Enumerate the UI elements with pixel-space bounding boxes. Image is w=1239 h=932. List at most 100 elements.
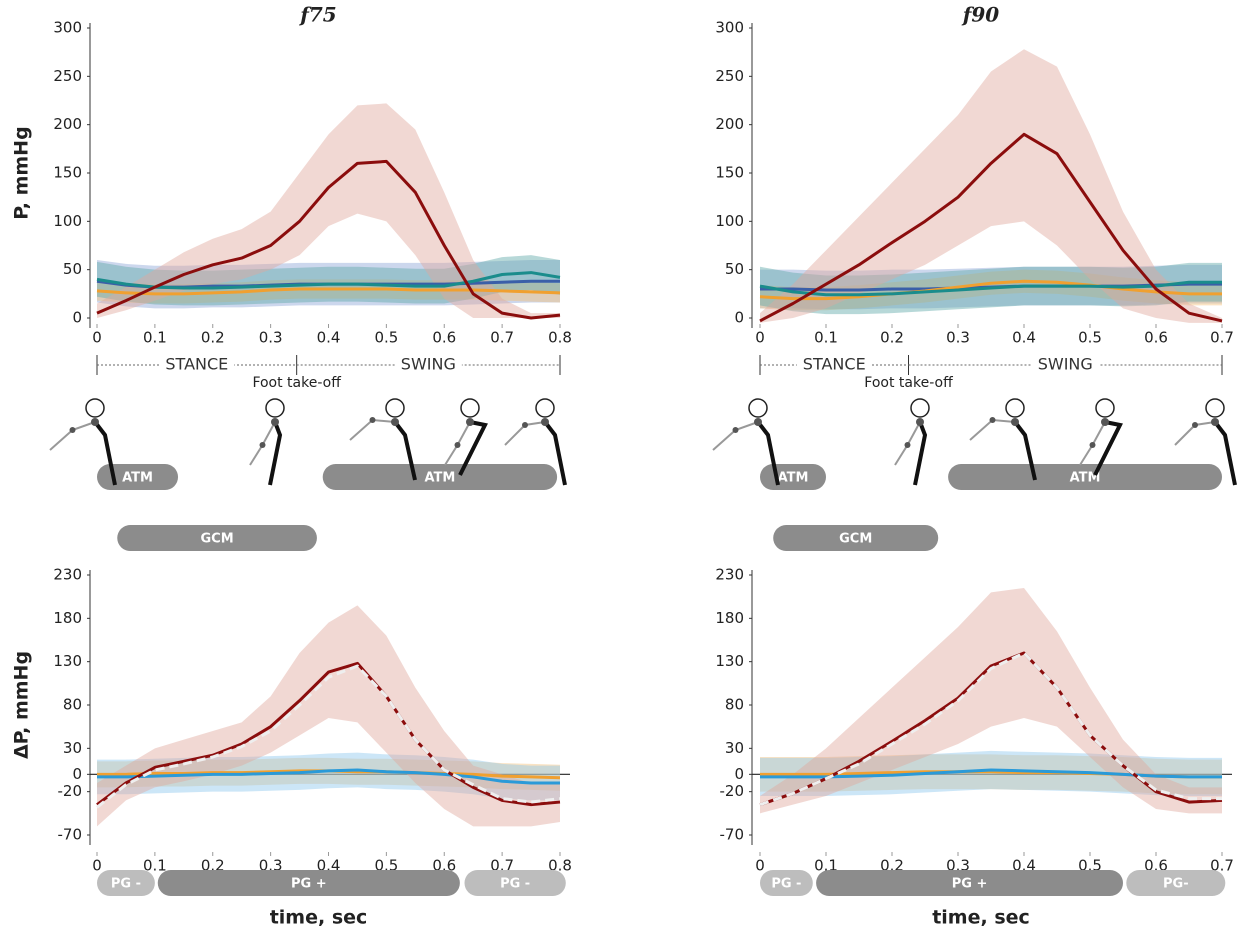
y-tick-label: 130 <box>53 652 82 670</box>
figure-front-leg <box>913 421 928 486</box>
figure-joint <box>466 418 474 426</box>
y-tick-label: 250 <box>53 67 82 85</box>
y-tick-label: 150 <box>715 164 744 182</box>
figure-joint <box>91 418 99 426</box>
phase-bar <box>157 870 460 896</box>
x-tick-label: 0.4 <box>317 329 341 347</box>
series-line <box>759 651 1223 807</box>
x-tick-label: 0.1 <box>814 329 838 347</box>
y-tick-label: 230 <box>715 566 744 584</box>
figure-joint <box>754 418 762 426</box>
y-tick-label: 100 <box>715 212 744 230</box>
figure-head <box>535 398 555 418</box>
x-tick-label: 0 <box>755 857 765 875</box>
chart-title: f90 <box>961 3 1000 27</box>
label-bg <box>394 354 462 374</box>
figure-joint <box>904 442 911 448</box>
figure-joint <box>522 422 528 428</box>
figure-front-leg <box>1213 420 1237 486</box>
stance-label: STANCE <box>803 355 866 374</box>
figure-head <box>85 398 105 418</box>
x-tick-label: 0 <box>755 329 765 347</box>
y-tick-label: 0 <box>734 765 744 783</box>
x-tick-label: 0.2 <box>201 329 225 347</box>
x-tick-label: 0.6 <box>1144 329 1168 347</box>
y-tick-label: 200 <box>715 115 744 133</box>
figure-joint <box>989 417 996 423</box>
y-tick-label: -20 <box>58 782 83 800</box>
stick-figure <box>894 398 930 486</box>
y-tick-label: 80 <box>63 696 82 714</box>
stick-figure <box>444 398 488 476</box>
figure-head <box>385 398 405 418</box>
figure-head <box>748 398 768 418</box>
figure-joint <box>1101 418 1109 426</box>
y-tick-label: 150 <box>53 164 82 182</box>
phase-bar <box>117 525 317 551</box>
x-tick-label: 0 <box>92 329 102 347</box>
figure-front-leg <box>1013 420 1037 481</box>
y-tick-label: -20 <box>720 782 745 800</box>
phase-bar-label: PG + <box>291 877 327 892</box>
stance-label: STANCE <box>165 355 228 374</box>
swing-label: SWING <box>401 355 456 374</box>
y-tick-label: 130 <box>715 652 744 670</box>
stick-figure <box>49 398 117 486</box>
x-tick-label: 0.1 <box>143 857 167 875</box>
figure-joint <box>732 427 739 433</box>
figure-joint <box>69 427 76 433</box>
y-tick-label: 200 <box>53 115 82 133</box>
phase-bar <box>773 525 939 551</box>
band <box>97 752 560 801</box>
figure-back-leg <box>49 421 96 451</box>
x-tick-label: 0.3 <box>259 329 283 347</box>
figure-joint <box>259 442 266 448</box>
x-tick-label: 0.8 <box>548 857 572 875</box>
figure-head <box>910 398 930 418</box>
stick-figure <box>1174 398 1237 486</box>
x-tick-label: 0.8 <box>548 329 572 347</box>
takeoff-label: Foot take-off <box>252 375 341 391</box>
phase-bar <box>760 870 813 896</box>
phase-bar <box>464 870 566 896</box>
phase-bar <box>948 464 1222 490</box>
y-tick-label: 50 <box>725 260 744 278</box>
y-tick-label: 100 <box>53 212 82 230</box>
series-line <box>96 159 561 320</box>
series-line <box>96 664 561 809</box>
figure-joint <box>391 418 399 426</box>
figure-joint <box>271 418 279 426</box>
figure-head <box>460 398 480 418</box>
figure-joint <box>454 442 461 448</box>
figure-head <box>1205 398 1225 418</box>
phase-bar-label: PG - <box>500 877 530 892</box>
phase-bar-label: ATM <box>424 471 455 486</box>
band <box>97 605 560 827</box>
phase-bar-label: PG - <box>771 877 801 892</box>
y-tick-label: 0 <box>734 309 744 327</box>
figure-head <box>265 398 285 418</box>
y-tick-label: 50 <box>63 260 82 278</box>
y-tick-label: 250 <box>715 67 744 85</box>
figure-front-leg <box>268 421 283 486</box>
x-tick-label: 0.7 <box>490 329 514 347</box>
band <box>760 750 1222 796</box>
band <box>760 754 1222 795</box>
phase-bar-label: GCM <box>839 532 872 547</box>
figure-back-leg <box>712 421 759 451</box>
x-tick-label: 0.4 <box>1012 329 1036 347</box>
figure-joint <box>541 418 549 426</box>
stick-figure <box>712 398 780 486</box>
figure-front-leg <box>1093 420 1123 476</box>
y-tick-label: 300 <box>53 19 82 37</box>
figure-joint <box>1089 442 1096 448</box>
series-line <box>96 271 561 290</box>
x-tick-label: 0.7 <box>1210 857 1234 875</box>
figure-head <box>1095 398 1115 418</box>
y-tick-label: -70 <box>58 826 83 844</box>
figure-head <box>1005 398 1025 418</box>
x-tick-label: 0.1 <box>143 329 167 347</box>
series-line <box>96 661 561 807</box>
label-bg <box>1031 354 1099 374</box>
swing-label: SWING <box>1038 355 1093 374</box>
